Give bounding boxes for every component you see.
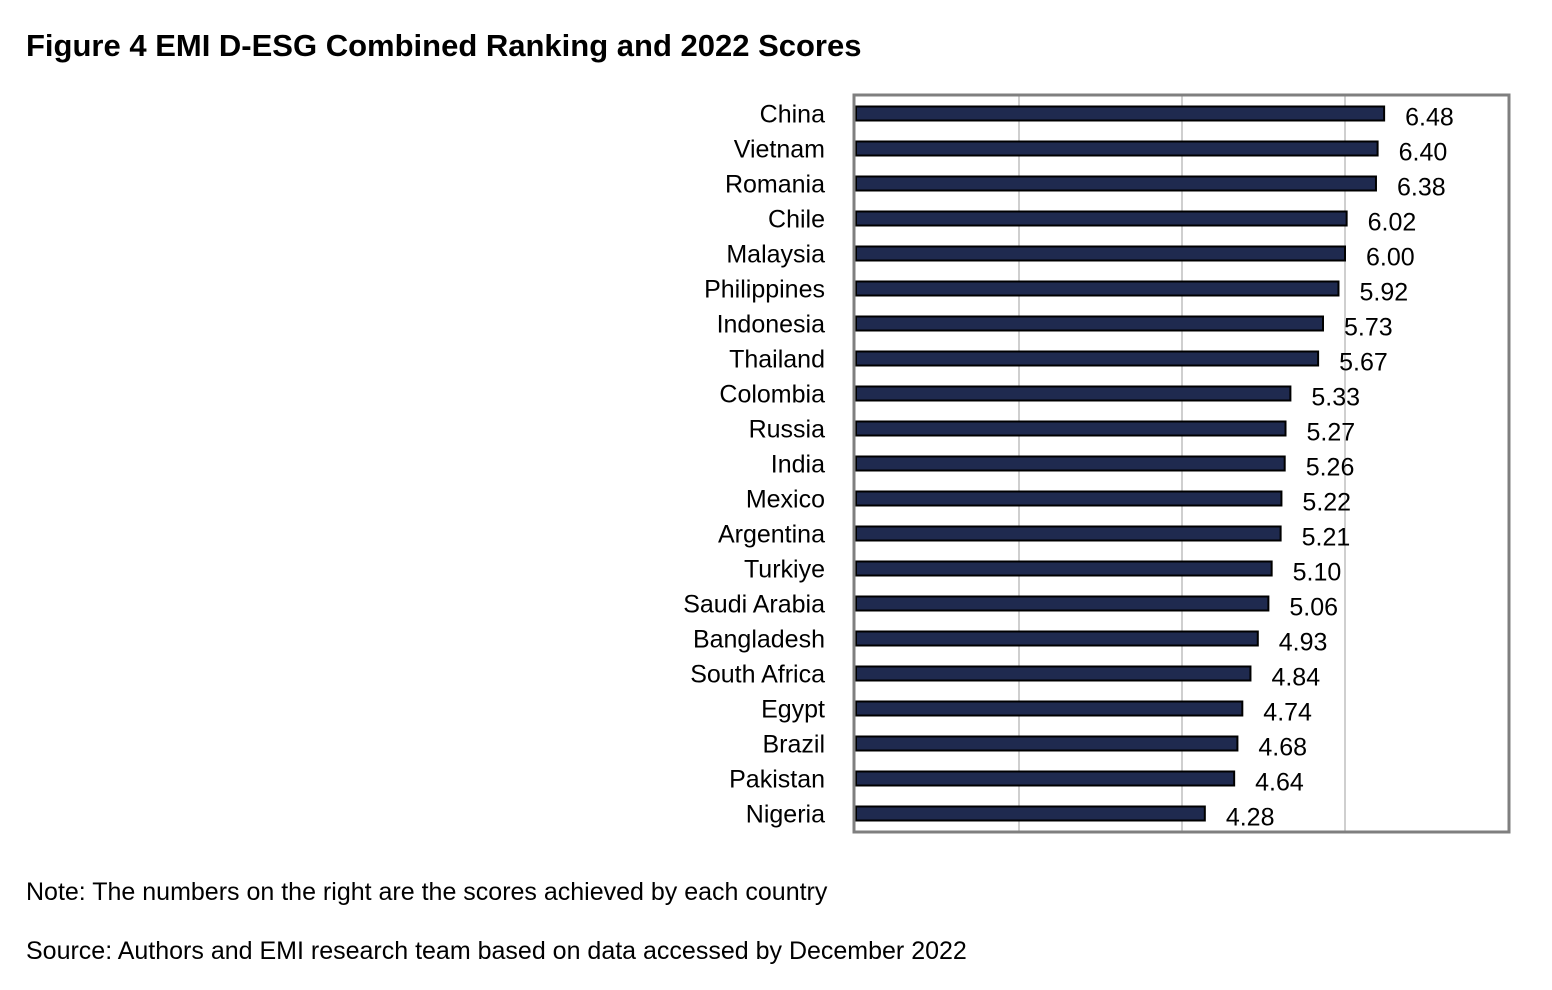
category-label: Thailand xyxy=(729,346,825,374)
data-label: 5.06 xyxy=(1289,594,1338,622)
bar xyxy=(855,105,1386,122)
bar xyxy=(855,525,1282,542)
data-label: 6.40 xyxy=(1399,139,1448,167)
data-label: 6.48 xyxy=(1405,104,1454,132)
category-label: Saudi Arabia xyxy=(683,591,825,619)
bars xyxy=(855,105,1386,822)
data-label: 5.22 xyxy=(1302,489,1351,517)
category-label: Argentina xyxy=(718,521,825,549)
bar xyxy=(855,175,1377,192)
data-label: 4.64 xyxy=(1255,769,1304,797)
bar xyxy=(855,455,1286,472)
category-label: Turkiye xyxy=(744,556,825,584)
category-label: South Africa xyxy=(690,661,825,689)
data-label: 6.38 xyxy=(1397,174,1446,202)
category-label: Romania xyxy=(725,171,825,199)
chart-note: Note: The numbers on the right are the s… xyxy=(26,878,828,906)
figure-title: Figure 4 EMI D-ESG Combined Ranking and … xyxy=(26,28,862,63)
data-label: 6.02 xyxy=(1368,209,1417,237)
category-label: India xyxy=(771,451,825,479)
bar xyxy=(855,385,1292,402)
category-label: Nigeria xyxy=(746,801,825,829)
category-label: Indonesia xyxy=(717,311,826,339)
category-label: Colombia xyxy=(719,381,825,409)
data-label: 5.67 xyxy=(1339,349,1388,377)
data-label: 4.93 xyxy=(1279,629,1328,657)
data-label: 5.10 xyxy=(1293,559,1342,587)
data-label: 5.73 xyxy=(1344,314,1393,342)
data-label: 5.92 xyxy=(1359,279,1408,307)
category-label: Russia xyxy=(749,416,826,444)
bar xyxy=(855,805,1206,822)
category-labels: China Vietnam Romania Chile Malaysia Philippi… xyxy=(683,101,825,829)
bar xyxy=(855,210,1348,227)
bar xyxy=(855,770,1236,787)
bar xyxy=(855,350,1320,367)
bar xyxy=(855,595,1270,612)
data-label: 5.21 xyxy=(1302,524,1351,552)
data-label: 5.27 xyxy=(1307,419,1356,447)
data-label: 4.74 xyxy=(1263,699,1312,727)
category-label: Bangladesh xyxy=(693,626,825,654)
category-label: Mexico xyxy=(746,486,825,514)
category-label: Egypt xyxy=(761,696,825,724)
bar xyxy=(855,560,1273,577)
bar xyxy=(855,140,1379,157)
bar xyxy=(855,700,1244,717)
category-label: Pakistan xyxy=(729,766,825,794)
data-label: 4.84 xyxy=(1271,664,1320,692)
category-label: Brazil xyxy=(762,731,825,759)
bar xyxy=(855,490,1283,507)
bar xyxy=(855,420,1287,437)
bar xyxy=(855,245,1346,262)
data-label: 4.28 xyxy=(1226,804,1275,832)
bar xyxy=(855,315,1324,332)
plot-frame xyxy=(852,93,1511,834)
category-label: Malaysia xyxy=(726,241,825,269)
value-labels: 6.48 6.40 6.38 6.02 6.00 5.92 5.73 5.67 5.33 5.27… xyxy=(1226,104,1454,832)
bar xyxy=(855,735,1239,752)
bar xyxy=(855,280,1340,297)
category-label: Vietnam xyxy=(734,136,825,164)
bar xyxy=(855,630,1259,647)
chart-source: Source: Authors and EMI research team ba… xyxy=(26,937,967,965)
bar xyxy=(855,665,1252,682)
data-label: 5.33 xyxy=(1311,384,1360,412)
data-label: 4.68 xyxy=(1258,734,1307,762)
category-label: Philippines xyxy=(704,276,825,304)
category-label: Chile xyxy=(768,206,825,234)
data-label: 5.26 xyxy=(1306,454,1355,482)
data-label: 6.00 xyxy=(1366,244,1415,272)
category-label: China xyxy=(760,101,825,129)
